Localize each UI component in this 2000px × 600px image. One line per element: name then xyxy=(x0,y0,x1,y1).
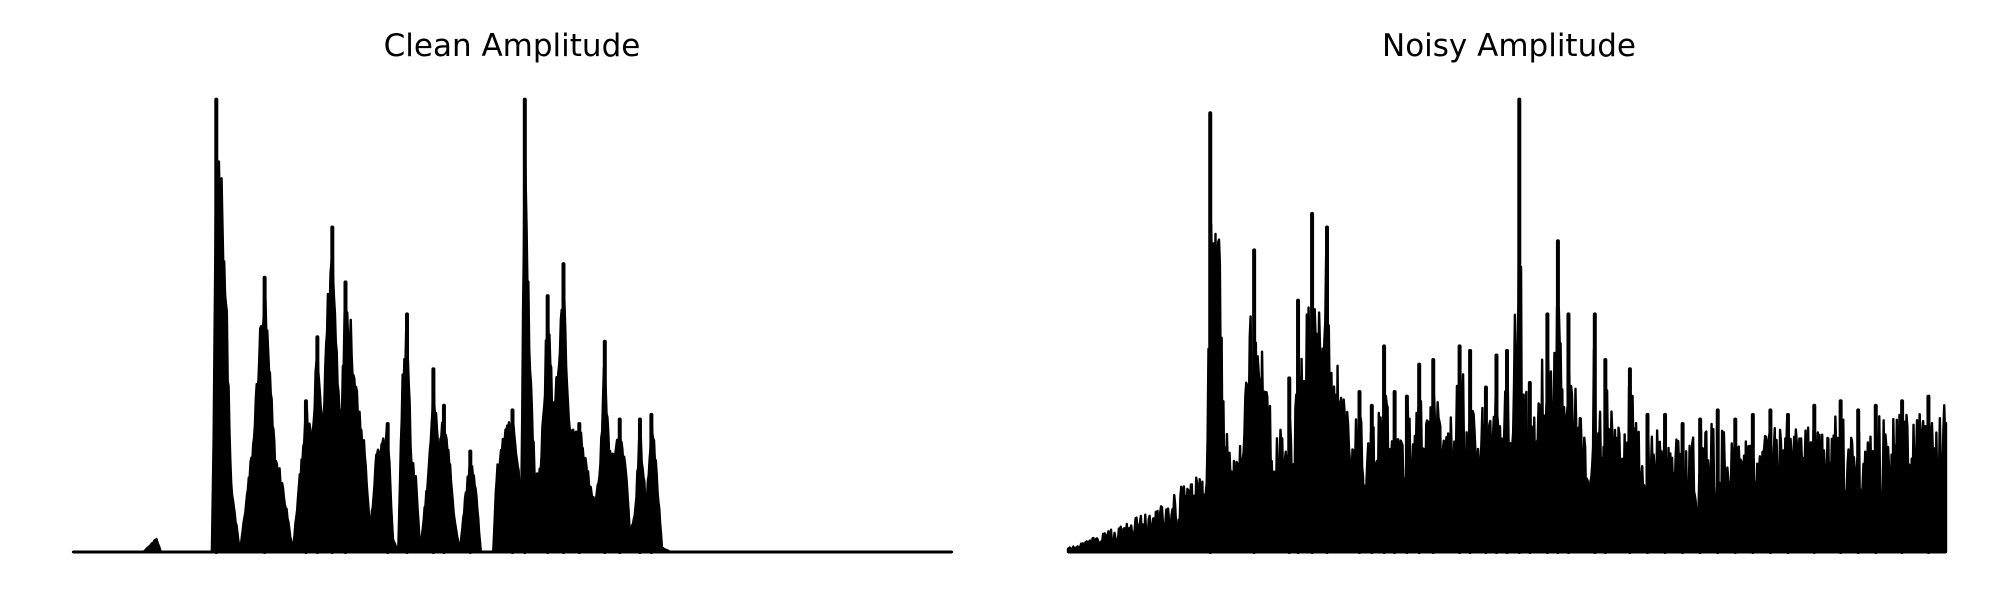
clean-amplitude-panel: Clean Amplitude xyxy=(71,28,954,554)
noisy-amplitude-plot xyxy=(1066,97,1948,554)
noisy-amplitude-title: Noisy Amplitude xyxy=(1382,28,1636,64)
clean-amplitude-peaks xyxy=(214,97,654,554)
clean-amplitude-title: Clean Amplitude xyxy=(384,28,641,64)
clean-amplitude-plot xyxy=(71,97,954,554)
noisy-amplitude-peaks xyxy=(1208,97,1931,554)
noisy-amplitude-panel: Noisy Amplitude xyxy=(1066,28,1948,554)
